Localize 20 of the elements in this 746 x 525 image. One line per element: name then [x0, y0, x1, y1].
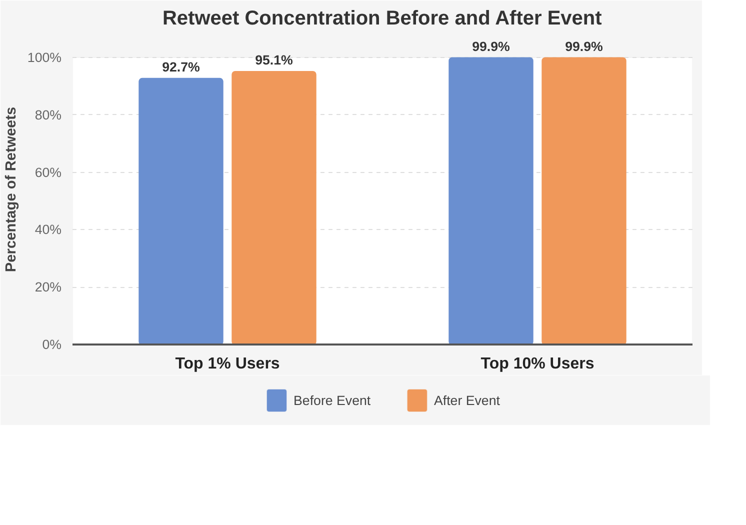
- data-label: 99.9%: [472, 38, 510, 54]
- y-tick-label: 60%: [34, 164, 62, 180]
- bar: [232, 71, 316, 344]
- bar: [138, 78, 224, 344]
- chart-title: Retweet Concentration Before and After Event: [162, 8, 602, 30]
- x-tick-label: Top 10% Users: [480, 356, 594, 372]
- bar: [542, 57, 626, 344]
- legend-label: Before Event: [294, 393, 371, 408]
- data-label: 92.7%: [162, 59, 200, 74]
- y-axis-title: Percentage of Retweets: [3, 106, 20, 272]
- bar: [448, 57, 534, 344]
- y-tick-label: 20%: [34, 280, 62, 295]
- y-tick-label: 40%: [34, 222, 62, 238]
- data-label: 95.1%: [255, 52, 294, 68]
- y-tick-label: 80%: [34, 107, 62, 122]
- x-tick-label: Top 1% Users: [175, 356, 280, 372]
- y-tick-label: 100%: [27, 50, 62, 65]
- legend-label: After Event: [434, 393, 500, 408]
- data-label: 99.9%: [565, 38, 604, 54]
- y-tick-label: 0%: [42, 337, 62, 352]
